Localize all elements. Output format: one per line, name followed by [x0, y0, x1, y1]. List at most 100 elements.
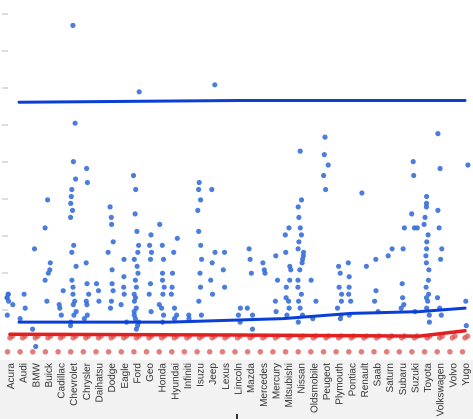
data-point	[297, 267, 303, 273]
data-point	[336, 284, 342, 290]
data-point	[169, 270, 176, 276]
x-tick-label: Yugo	[461, 363, 472, 386]
data-point	[134, 263, 140, 269]
data-point	[244, 305, 250, 311]
x-tick-label: Honda	[158, 363, 169, 393]
data-point	[373, 288, 379, 294]
data-point	[359, 190, 365, 196]
x-tick-label: Nissan	[297, 363, 308, 394]
x-tick-label: Pontiac	[347, 363, 358, 396]
data-point	[148, 249, 155, 255]
data-point	[58, 312, 64, 318]
data-point	[237, 305, 243, 311]
data-point	[168, 291, 174, 297]
lower-data-point	[42, 349, 49, 355]
data-point	[68, 214, 74, 220]
data-point	[108, 298, 114, 304]
lower-data-point	[464, 333, 471, 339]
x-tick-label: Dodge	[107, 363, 118, 393]
data-point	[297, 225, 303, 231]
data-point	[438, 312, 444, 318]
data-point	[222, 284, 228, 290]
data-point	[159, 305, 165, 311]
data-point	[321, 172, 327, 179]
data-point	[6, 298, 12, 304]
lower-data-point	[282, 349, 289, 355]
x-tick-label: Infiniti	[183, 363, 194, 389]
data-point	[73, 263, 79, 269]
data-point	[121, 274, 127, 280]
lower-data-point	[320, 349, 327, 355]
x-tick-label: Subaru	[398, 363, 409, 395]
data-point	[84, 179, 90, 186]
data-point	[147, 281, 154, 287]
lower-data-point	[105, 349, 112, 355]
data-point	[272, 298, 278, 304]
data-point	[297, 148, 303, 154]
data-point	[401, 225, 407, 231]
plot-background	[0, 0, 473, 360]
data-point	[70, 302, 76, 308]
data-point	[198, 312, 204, 318]
data-point	[84, 312, 90, 318]
data-point	[346, 284, 352, 290]
xaxis-background	[0, 360, 473, 419]
data-point	[84, 281, 90, 287]
data-point	[108, 214, 114, 220]
data-point	[425, 232, 431, 238]
x-tick-label: Suzuki	[410, 363, 421, 393]
x-tick-label: Toyota	[423, 363, 434, 393]
data-point	[133, 186, 139, 193]
x-axis-category-labels: Acura Audi BMW Buick Cadillac Chevrolet Chrysl…	[6, 362, 472, 416]
x-tick-label: Audi	[19, 363, 30, 383]
data-point	[131, 256, 137, 262]
data-point	[5, 291, 11, 297]
data-point	[147, 242, 153, 248]
data-point	[410, 159, 416, 165]
data-point	[186, 316, 192, 322]
data-point	[209, 291, 216, 297]
x-tick-label: Volvo	[448, 363, 459, 388]
data-point	[274, 277, 281, 283]
data-point	[212, 249, 218, 255]
data-point	[283, 284, 289, 290]
data-point	[70, 22, 76, 28]
lower-data-point	[219, 349, 226, 355]
data-point	[422, 214, 428, 220]
data-point	[321, 152, 327, 158]
data-point	[47, 267, 53, 273]
data-point	[4, 312, 10, 318]
data-point	[69, 249, 75, 255]
lower-data-point	[93, 349, 99, 355]
data-point	[424, 193, 430, 200]
data-point	[248, 270, 254, 276]
x-tick-label: Acura	[6, 363, 17, 390]
data-point	[249, 312, 256, 318]
data-point	[105, 249, 111, 255]
data-point	[260, 260, 266, 266]
data-point	[308, 277, 314, 283]
legend-marker	[236, 414, 238, 419]
data-point	[93, 281, 100, 287]
data-point	[423, 204, 429, 210]
data-point	[346, 274, 352, 280]
data-point	[409, 211, 415, 217]
data-point	[171, 316, 178, 322]
lower-data-point	[181, 349, 188, 355]
x-tick-label: Chevrolet	[69, 363, 80, 406]
data-point	[33, 343, 39, 350]
data-point	[298, 197, 305, 203]
data-point	[414, 225, 420, 231]
data-point	[110, 288, 116, 294]
data-point	[132, 211, 138, 217]
data-point	[121, 284, 127, 290]
lower-data-point	[80, 349, 87, 355]
data-point	[286, 225, 292, 231]
data-point	[313, 298, 319, 304]
data-point	[72, 120, 78, 126]
lower-data-point	[333, 349, 339, 355]
data-point	[10, 302, 16, 308]
data-point	[220, 267, 226, 273]
data-point	[389, 246, 395, 252]
data-point	[157, 221, 163, 227]
